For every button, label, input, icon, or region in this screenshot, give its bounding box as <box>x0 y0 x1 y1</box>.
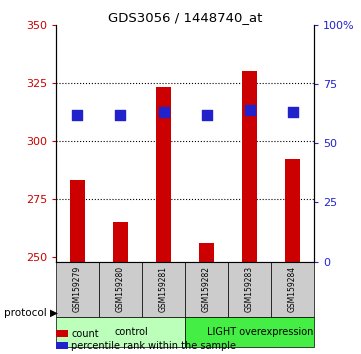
Bar <box>199 243 214 262</box>
Text: percentile rank within the sample: percentile rank within the sample <box>71 341 236 350</box>
Text: GSM159282: GSM159282 <box>202 266 211 312</box>
Text: LIGHT overexpression: LIGHT overexpression <box>207 327 313 337</box>
Text: GSM159280: GSM159280 <box>116 266 125 313</box>
Text: control: control <box>114 327 148 337</box>
Bar <box>56 317 185 347</box>
Title: GDS3056 / 1448740_at: GDS3056 / 1448740_at <box>108 11 262 24</box>
Bar <box>242 71 257 262</box>
Point <box>247 107 252 113</box>
Point <box>290 110 295 115</box>
Bar <box>142 262 185 317</box>
Bar <box>285 159 300 262</box>
Point <box>204 112 209 118</box>
Point <box>161 110 166 115</box>
Text: count: count <box>71 329 99 339</box>
Bar <box>185 262 228 317</box>
Text: GSM159281: GSM159281 <box>159 266 168 312</box>
Point <box>118 112 123 118</box>
Bar <box>70 181 85 262</box>
Text: GSM159283: GSM159283 <box>245 266 254 313</box>
Bar <box>56 262 99 317</box>
Bar <box>185 317 314 347</box>
Bar <box>99 262 142 317</box>
Point <box>75 112 81 118</box>
Text: protocol ▶: protocol ▶ <box>4 308 58 318</box>
Bar <box>156 87 171 262</box>
Bar <box>113 222 128 262</box>
Text: GSM159284: GSM159284 <box>288 266 297 313</box>
Bar <box>228 262 271 317</box>
Bar <box>271 262 314 317</box>
Text: GSM159279: GSM159279 <box>73 266 82 313</box>
